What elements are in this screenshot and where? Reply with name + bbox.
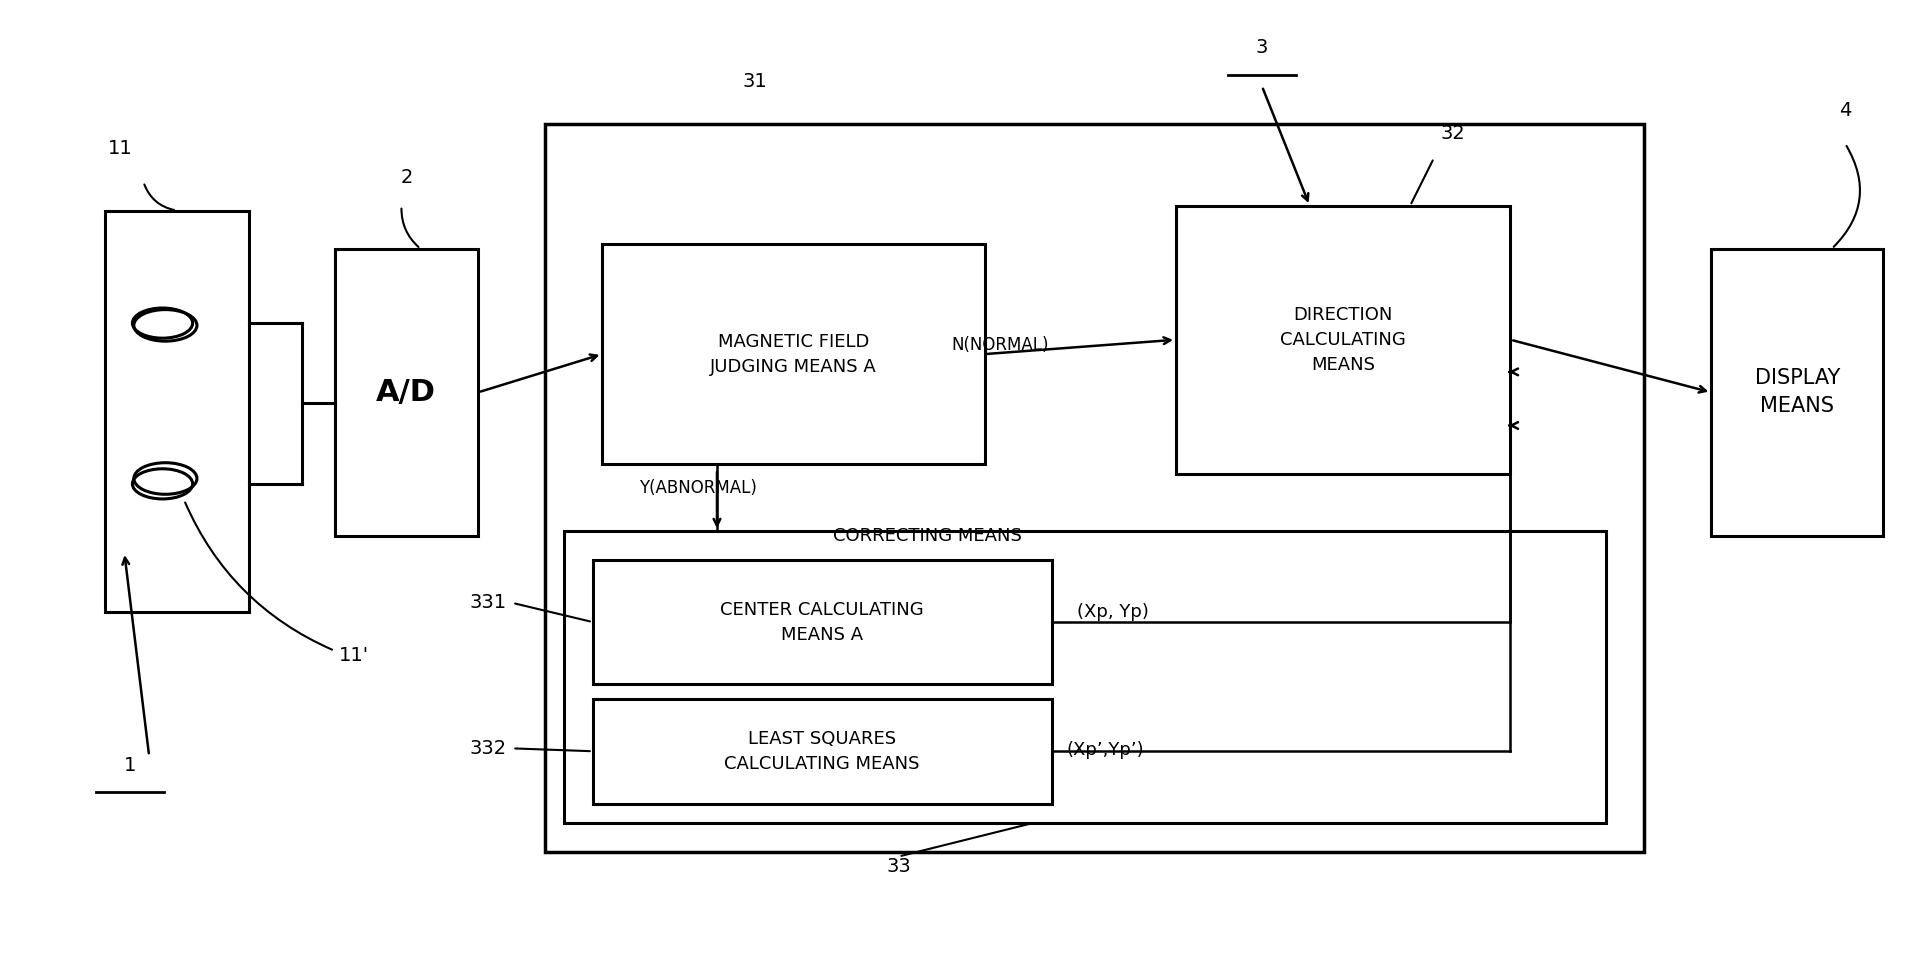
Text: DISPLAY
MEANS: DISPLAY MEANS bbox=[1755, 368, 1839, 416]
Text: (Xp, Yp): (Xp, Yp) bbox=[1076, 604, 1149, 621]
Text: LEAST SQUARES
CALCULATING MEANS: LEAST SQUARES CALCULATING MEANS bbox=[725, 730, 920, 772]
Text: Y(ABNORMAL): Y(ABNORMAL) bbox=[639, 479, 757, 497]
Text: 11': 11' bbox=[338, 646, 369, 665]
Bar bbox=[593, 699, 1052, 804]
Bar bbox=[602, 244, 985, 464]
Text: 2: 2 bbox=[402, 167, 413, 187]
Bar bbox=[545, 124, 1644, 852]
Bar bbox=[1711, 249, 1883, 536]
Text: 3: 3 bbox=[1256, 38, 1268, 57]
Text: A/D: A/D bbox=[377, 378, 436, 407]
Bar bbox=[564, 531, 1606, 823]
Text: MAGNETIC FIELD
JUDGING MEANS A: MAGNETIC FIELD JUDGING MEANS A bbox=[709, 333, 878, 375]
Bar bbox=[1176, 206, 1510, 474]
Text: 332: 332 bbox=[470, 739, 507, 758]
Text: 331: 331 bbox=[470, 593, 507, 612]
Bar bbox=[335, 249, 478, 536]
Text: 1: 1 bbox=[124, 756, 136, 775]
Text: DIRECTION
CALCULATING
MEANS: DIRECTION CALCULATING MEANS bbox=[1281, 305, 1405, 374]
Text: CORRECTING MEANS: CORRECTING MEANS bbox=[834, 527, 1021, 545]
Text: 11: 11 bbox=[109, 139, 132, 158]
Text: 4: 4 bbox=[1839, 100, 1851, 120]
Text: CENTER CALCULATING
MEANS A: CENTER CALCULATING MEANS A bbox=[721, 601, 923, 643]
Text: 32: 32 bbox=[1442, 124, 1465, 144]
Text: 33: 33 bbox=[887, 857, 910, 876]
Text: 31: 31 bbox=[744, 72, 767, 91]
Text: N(NORMAL): N(NORMAL) bbox=[952, 336, 1048, 353]
Bar bbox=[593, 560, 1052, 684]
Bar bbox=[105, 211, 249, 612]
Text: (Xp’,Yp’): (Xp’,Yp’) bbox=[1067, 742, 1143, 759]
